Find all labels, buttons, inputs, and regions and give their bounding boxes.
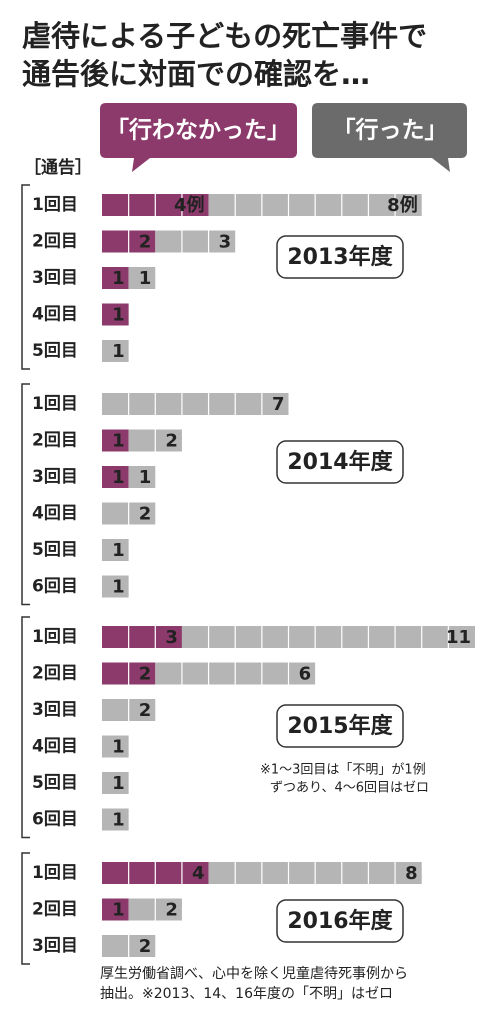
source: 抽出。※2013、14、16年度の「不明」はゼロ bbox=[100, 986, 393, 1002]
note: ずつあり、4〜6回目はゼロ bbox=[270, 781, 429, 796]
row-label: 4回目 bbox=[32, 305, 78, 325]
bar-label: 3 bbox=[219, 232, 232, 253]
row-label: 1回目 bbox=[32, 195, 78, 215]
bar-label: 1 bbox=[112, 341, 125, 362]
bar-label: 1 bbox=[139, 467, 152, 488]
bar-label: 2 bbox=[165, 900, 178, 921]
bar-label: 1 bbox=[112, 540, 125, 561]
bar-label: 4例 bbox=[174, 194, 205, 216]
row-label: 3回目 bbox=[32, 268, 78, 288]
bar-segment bbox=[102, 429, 129, 452]
year-label: 2014年度 bbox=[287, 449, 393, 475]
row-label: 3回目 bbox=[32, 467, 78, 487]
legend-box bbox=[100, 103, 297, 172]
bar-segment bbox=[102, 808, 129, 831]
row-label: 1回目 bbox=[32, 863, 78, 883]
bar-label: 11 bbox=[446, 627, 471, 648]
row-label: 2回目 bbox=[32, 900, 78, 920]
bar-label: 1 bbox=[112, 467, 125, 488]
year-box bbox=[276, 899, 404, 943]
bar-segment bbox=[102, 735, 129, 758]
bracket bbox=[21, 184, 30, 370]
year-box bbox=[276, 235, 404, 279]
title-line: 虐待による子どもの死亡事件で bbox=[22, 19, 427, 53]
bar-label: 3 bbox=[165, 627, 178, 648]
bar-label: 2 bbox=[139, 664, 152, 685]
bracket bbox=[21, 616, 30, 839]
bar-label: 1 bbox=[112, 577, 125, 598]
bar-label: 1 bbox=[112, 431, 125, 452]
bar-segment bbox=[102, 303, 129, 326]
bar-segment bbox=[102, 393, 289, 415]
bar-label: 2 bbox=[139, 232, 152, 253]
row-label: 2回目 bbox=[32, 664, 78, 684]
bar-label: 8 bbox=[405, 863, 418, 884]
year-label: 2016年度 bbox=[287, 908, 393, 934]
bar-segment bbox=[102, 267, 129, 289]
row-label: 4回目 bbox=[32, 504, 78, 524]
row-label: 5回目 bbox=[32, 773, 78, 793]
bar-label: 1 bbox=[139, 268, 152, 289]
bar-label: 2 bbox=[165, 431, 178, 452]
bar-segment bbox=[128, 267, 156, 289]
bar-label: 6 bbox=[299, 664, 312, 685]
row-label: 5回目 bbox=[32, 341, 78, 361]
bar-label: 8例 bbox=[387, 194, 418, 216]
row-label: 1回目 bbox=[32, 394, 78, 414]
row-label: 3回目 bbox=[32, 936, 78, 956]
bar-segment bbox=[102, 340, 129, 362]
bar-segment bbox=[102, 466, 129, 488]
row-label: 6回目 bbox=[32, 577, 78, 597]
note: ※1〜3回目は「不明」が1例 bbox=[260, 763, 426, 778]
bar-segment bbox=[102, 898, 129, 921]
year-box bbox=[276, 440, 404, 484]
bar-label: 7 bbox=[272, 394, 285, 415]
row-label: 5回目 bbox=[32, 540, 78, 560]
bar-label: 1 bbox=[112, 773, 125, 794]
year-label: 2015年度 bbox=[287, 713, 393, 739]
bar-segment bbox=[102, 626, 182, 648]
source: 厚生労働省調べ、心中を除く児童虐待死事例から bbox=[100, 965, 408, 982]
row-label: 2回目 bbox=[32, 232, 78, 252]
axis-label: ［通告］ bbox=[24, 157, 92, 178]
bar-segment bbox=[102, 772, 129, 794]
bar-label: 1 bbox=[112, 737, 125, 758]
bar-label: 1 bbox=[112, 810, 125, 831]
bar-label: 1 bbox=[112, 268, 125, 289]
bar-label: 1 bbox=[112, 900, 125, 921]
row-label: 2回目 bbox=[32, 431, 78, 451]
bar-segment bbox=[102, 575, 129, 598]
bar-label: 2 bbox=[139, 700, 152, 721]
row-label: 1回目 bbox=[32, 627, 78, 647]
bar-segment bbox=[128, 466, 156, 488]
legend-label: 「行わなかった」 bbox=[106, 117, 290, 144]
bar-segment bbox=[181, 626, 475, 648]
row-label: 3回目 bbox=[32, 700, 78, 720]
title-line: 通告後に対面での確認を… bbox=[22, 57, 370, 91]
row-label: 4回目 bbox=[32, 737, 78, 757]
bar-label: 2 bbox=[139, 936, 152, 957]
bracket bbox=[21, 852, 30, 965]
year-box bbox=[276, 704, 404, 748]
bar-segment bbox=[102, 539, 129, 561]
bar-segment bbox=[155, 230, 236, 253]
bar-label: 4 bbox=[192, 863, 205, 884]
row-label: 6回目 bbox=[32, 810, 78, 830]
bracket bbox=[21, 383, 30, 606]
legend-label: 「行った」 bbox=[333, 117, 448, 144]
year-label: 2013年度 bbox=[287, 244, 393, 270]
legend-box bbox=[312, 103, 467, 172]
bar-label: 2 bbox=[139, 504, 152, 525]
bar-label: 1 bbox=[112, 305, 125, 326]
